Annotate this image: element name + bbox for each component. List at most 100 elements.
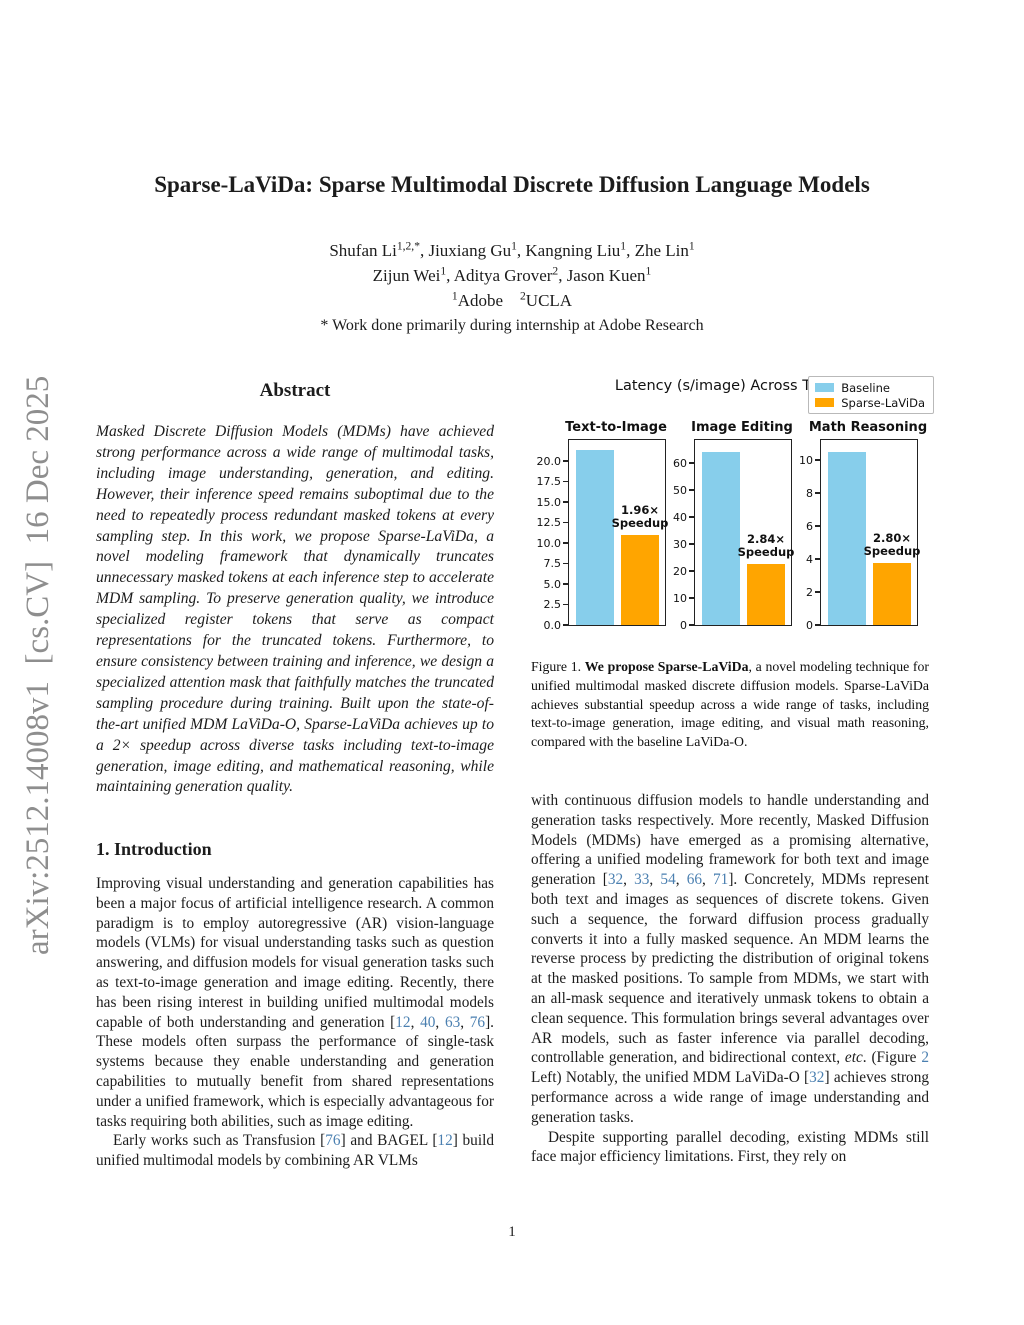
speedup-annotation: 1.96× Speedup — [592, 504, 688, 530]
speedup-annotation: 2.84× Speedup — [718, 533, 814, 559]
text-segment: 2 — [552, 264, 559, 278]
citation-link[interactable]: 71 — [713, 871, 729, 889]
text-segment: We propose Sparse-LaViDa — [584, 659, 749, 674]
plot-area: 0 2 4 6 8 10 2.80× Speedup — [799, 439, 920, 632]
y-tick-mark — [689, 489, 695, 491]
y-tick-label: 20.0 — [536, 454, 562, 468]
author-line-2: Zijun Wei1, Aditya Grover2, Jason Kuen1 — [112, 263, 912, 288]
text-segment: , Zhe Lin — [626, 241, 689, 260]
y-tick-mark — [689, 597, 695, 599]
citation-link[interactable]: 2 — [921, 1049, 929, 1067]
subplot-title: Text-to-Image — [565, 420, 667, 435]
right-paragraph-1: with continuous diffusion models to hand… — [531, 791, 929, 1128]
y-tick-label: 2.5 — [543, 598, 562, 612]
text-segment: Shufan Li — [329, 241, 397, 260]
subplot: Text-to-Image 0.0 2.5 5.0 7.5 10.0 12.5 15.0 17.… — [537, 420, 669, 632]
bar-baseline — [702, 452, 740, 625]
citation-link[interactable]: 54 — [660, 871, 676, 889]
y-tick-label: 7.5 — [543, 557, 562, 571]
y-tick-label: 2 — [806, 585, 813, 599]
speedup-value: 1.96× — [620, 503, 659, 518]
text-segment: 1 — [645, 264, 652, 278]
citation-link[interactable]: 33 — [634, 871, 650, 889]
citation-link[interactable]: 32 — [809, 1069, 825, 1087]
y-tick-label: 10 — [799, 453, 813, 467]
citation-link[interactable]: 12 — [437, 1132, 453, 1150]
y-tick-mark — [563, 583, 569, 585]
bar-sparse-lavida — [747, 564, 785, 625]
speedup-word: Speedup — [737, 545, 795, 560]
bar-sparse-lavida — [873, 563, 911, 625]
author-footnote: * Work done primarily during internship … — [320, 317, 704, 334]
page-number: 1 — [508, 1224, 516, 1240]
y-tick-mark — [689, 516, 695, 518]
subplot: Image Editing 0 10 20 30 40 50 60 2.84× Speedup — [673, 420, 794, 632]
text-segment: ] and BAGEL [ — [340, 1132, 438, 1150]
subplot-title: Image Editing — [691, 420, 793, 435]
y-tick-mark — [689, 543, 695, 545]
text-segment: ]. Concretely, MDMs represent both text … — [531, 871, 929, 1067]
y-tick-mark — [815, 558, 821, 560]
intro-text: Improving visual understanding and gener… — [96, 874, 494, 1171]
author-block: Shufan Li1,2,*, Jiuxiang Gu 1 , Kangning L… — [112, 238, 912, 338]
arxiv-stamp: arXiv:2512.14008v1 [cs.CV] 16 Dec 2025 — [20, 375, 56, 955]
speedup-annotation: 2.80× Speedup — [844, 532, 940, 558]
text-segment: 1 — [440, 264, 447, 278]
citation-link[interactable]: 32 — [607, 871, 624, 889]
citation-link[interactable]: 76 — [325, 1132, 341, 1150]
text-segment: ]. These models often surpass the perfor… — [96, 1013, 494, 1130]
legend-label: Sparse-LaViDa — [841, 395, 925, 410]
text-segment: with continuous diffusion models to hand… — [531, 792, 929, 889]
citation-link[interactable]: 76 — [469, 1013, 486, 1031]
paper-title: Sparse-LaViDa: Sparse Multimodal Discret… — [154, 172, 870, 197]
citation-link[interactable]: 12 — [395, 1013, 411, 1031]
text-segment: ] achieves strong performance across a w… — [531, 1069, 929, 1126]
y-tick-mark — [563, 624, 569, 626]
bar-sparse-lavida — [621, 535, 659, 625]
intro-paragraph-1: Improving visual understanding and gener… — [96, 874, 494, 1131]
plot-area: 0.0 2.5 5.0 7.5 10.0 12.5 15.0 17.5 20.0 1.96× Spe… — [537, 439, 668, 632]
bar-baseline — [576, 449, 614, 625]
y-tick-mark — [689, 462, 695, 464]
text-segment: , — [460, 1013, 470, 1031]
legend-row: Baseline — [815, 380, 925, 395]
text-segment: UCLA — [525, 291, 573, 310]
y-tick-label: 0 — [806, 619, 813, 632]
legend-swatch — [815, 398, 835, 407]
text-segment: , Jiuxiang Gu — [419, 241, 512, 260]
y-tick-mark — [689, 624, 695, 626]
y-tick-mark — [815, 492, 821, 494]
citation-link[interactable]: 66 — [686, 871, 703, 889]
text-segment: Left) Notably, the unified MDM LaViDa-O … — [531, 1069, 810, 1087]
y-tick-label: 0 — [680, 619, 687, 632]
y-tick-label: 17.5 — [536, 475, 562, 489]
y-tick-label: 20 — [673, 565, 687, 578]
right-paragraph-2: Despite supporting parallel decoding, ex… — [531, 1128, 929, 1168]
y-tick-mark — [563, 459, 569, 462]
text-segment: 1,2,* — [396, 239, 420, 253]
text-segment: , Aditya Grover — [446, 266, 553, 285]
intro-paragraph-2: Early works such as Transfusion [76] and… — [96, 1131, 494, 1171]
y-tick-mark — [563, 603, 569, 606]
y-tick-mark — [815, 459, 821, 461]
text-segment: Improving visual understanding and gener… — [96, 875, 494, 1031]
text-segment: 2 — [520, 289, 526, 303]
abstract-body: Masked Discrete Diffusion Models (MDMs) … — [96, 423, 494, 796]
text-segment: Figure 1. — [531, 659, 585, 674]
y-tick-mark — [563, 542, 569, 544]
y-tick-label: 12.5 — [536, 516, 562, 530]
citation-link[interactable]: 63 — [444, 1013, 461, 1031]
text-segment: Zijun Wei — [372, 266, 441, 285]
subplot-title: Math Reasoning — [808, 420, 928, 435]
author-line-1: Shufan Li1,2,*, Jiuxiang Gu1, Kangning L… — [112, 238, 912, 263]
right-column-text: with continuous diffusion models to hand… — [531, 791, 929, 1167]
subplot: Math Reasoning 0 2 4 6 8 10 2.80× Speedup — [799, 420, 927, 632]
text-segment: ] build unified multimodal models by com… — [96, 1132, 494, 1170]
y-tick-label: 0.0 — [543, 619, 562, 632]
text-segment: , Kangning Liu — [516, 241, 621, 260]
y-tick-mark — [563, 480, 569, 483]
text-segment: , a novel modeling technique for unified… — [531, 659, 929, 750]
citation-link[interactable]: 40 — [420, 1013, 436, 1031]
text-segment: . (Figure — [862, 1049, 922, 1067]
